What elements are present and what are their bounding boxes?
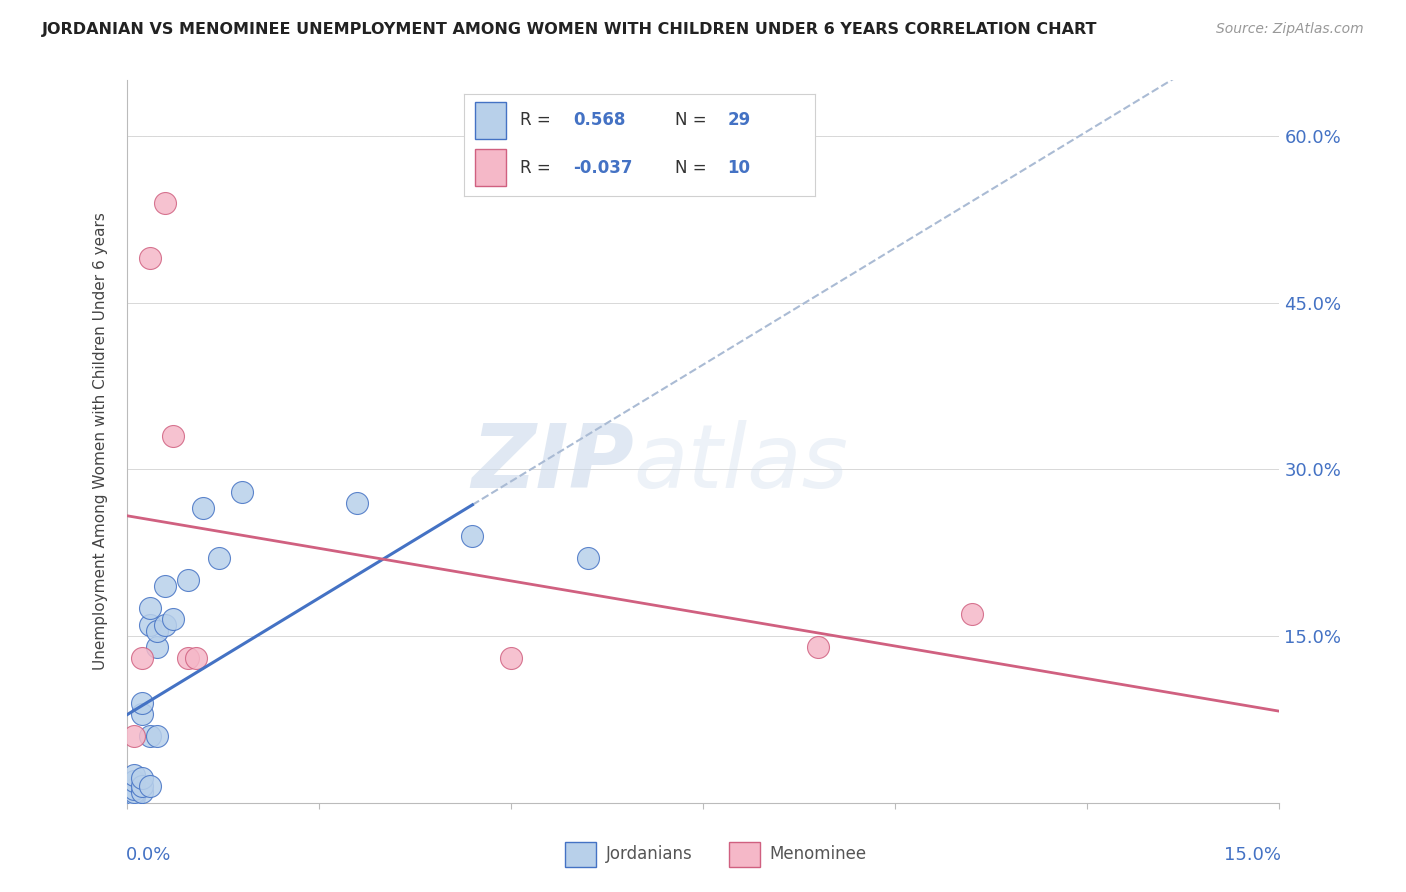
Point <box>576 551 599 566</box>
Text: Source: ZipAtlas.com: Source: ZipAtlas.com <box>1216 22 1364 37</box>
Text: 15.0%: 15.0% <box>1223 847 1281 864</box>
Point <box>146 729 169 743</box>
FancyBboxPatch shape <box>475 149 506 186</box>
Text: Menominee: Menominee <box>769 845 866 863</box>
Text: JORDANIAN VS MENOMINEE UNEMPLOYMENT AMONG WOMEN WITH CHILDREN UNDER 6 YEARS CORR: JORDANIAN VS MENOMINEE UNEMPLOYMENT AMON… <box>42 22 1098 37</box>
Point <box>153 618 176 632</box>
Point <box>153 579 176 593</box>
Point <box>122 790 145 805</box>
Point <box>177 651 200 665</box>
Point <box>131 772 153 786</box>
Point <box>122 782 145 797</box>
Point <box>208 551 231 566</box>
Point <box>138 729 160 743</box>
Point <box>131 785 153 799</box>
Point <box>146 640 169 655</box>
Text: 10: 10 <box>728 159 751 177</box>
Point <box>138 601 160 615</box>
Point <box>122 768 145 782</box>
Text: 0.0%: 0.0% <box>125 847 170 864</box>
Point <box>138 251 160 265</box>
Text: N =: N = <box>675 112 711 129</box>
Point <box>231 484 253 499</box>
Point <box>193 501 215 516</box>
Point <box>177 574 200 588</box>
Text: Jordanians: Jordanians <box>606 845 692 863</box>
Point <box>499 651 522 665</box>
Point <box>131 779 153 793</box>
Point <box>153 195 176 210</box>
Point <box>131 696 153 710</box>
Text: -0.037: -0.037 <box>574 159 633 177</box>
Text: R =: R = <box>520 159 557 177</box>
Point <box>162 612 184 626</box>
Text: ZIP: ZIP <box>471 420 634 507</box>
Point <box>960 607 983 621</box>
Point <box>122 773 145 788</box>
FancyBboxPatch shape <box>730 842 761 867</box>
Point <box>115 790 138 805</box>
Text: R =: R = <box>520 112 557 129</box>
Point <box>146 624 169 638</box>
Point <box>131 706 153 721</box>
Y-axis label: Unemployment Among Women with Children Under 6 years: Unemployment Among Women with Children U… <box>93 212 108 671</box>
Point <box>138 618 160 632</box>
Point <box>122 729 145 743</box>
Text: N =: N = <box>675 159 711 177</box>
Point <box>346 496 368 510</box>
Point <box>131 651 153 665</box>
Text: atlas: atlas <box>634 420 849 507</box>
Point <box>461 529 484 543</box>
Point <box>807 640 830 655</box>
Point <box>138 779 160 793</box>
FancyBboxPatch shape <box>475 102 506 139</box>
Point <box>122 787 145 801</box>
FancyBboxPatch shape <box>565 842 596 867</box>
Point <box>184 651 207 665</box>
Point <box>122 785 145 799</box>
Text: 29: 29 <box>728 112 751 129</box>
Point <box>162 429 184 443</box>
Text: 0.568: 0.568 <box>574 112 626 129</box>
